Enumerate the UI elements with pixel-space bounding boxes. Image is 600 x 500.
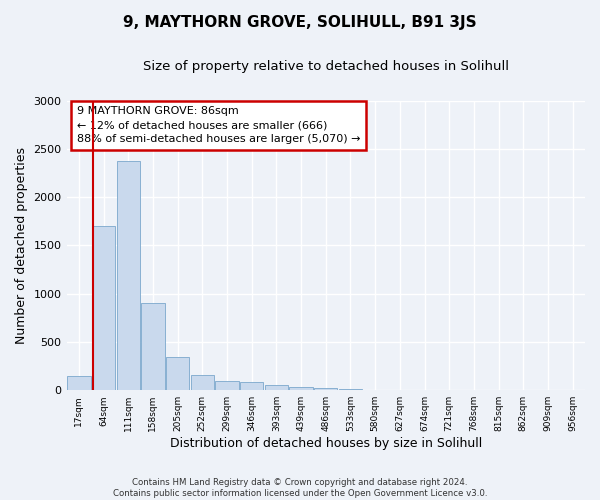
Text: 9 MAYTHORN GROVE: 86sqm
← 12% of detached houses are smaller (666)
88% of semi-d: 9 MAYTHORN GROVE: 86sqm ← 12% of detache… — [77, 106, 361, 144]
Bar — [191, 375, 214, 390]
Bar — [92, 226, 115, 390]
Title: Size of property relative to detached houses in Solihull: Size of property relative to detached ho… — [143, 60, 509, 73]
Bar — [289, 387, 313, 390]
Y-axis label: Number of detached properties: Number of detached properties — [15, 147, 28, 344]
Bar — [141, 304, 164, 390]
Text: 9, MAYTHORN GROVE, SOLIHULL, B91 3JS: 9, MAYTHORN GROVE, SOLIHULL, B91 3JS — [123, 15, 477, 30]
Bar — [265, 386, 288, 390]
Bar — [314, 388, 337, 390]
Bar — [240, 382, 263, 390]
Bar — [215, 380, 239, 390]
Bar — [166, 358, 190, 390]
Bar — [339, 389, 362, 390]
Text: Contains HM Land Registry data © Crown copyright and database right 2024.
Contai: Contains HM Land Registry data © Crown c… — [113, 478, 487, 498]
X-axis label: Distribution of detached houses by size in Solihull: Distribution of detached houses by size … — [170, 437, 482, 450]
Bar — [116, 162, 140, 390]
Bar — [67, 376, 91, 390]
